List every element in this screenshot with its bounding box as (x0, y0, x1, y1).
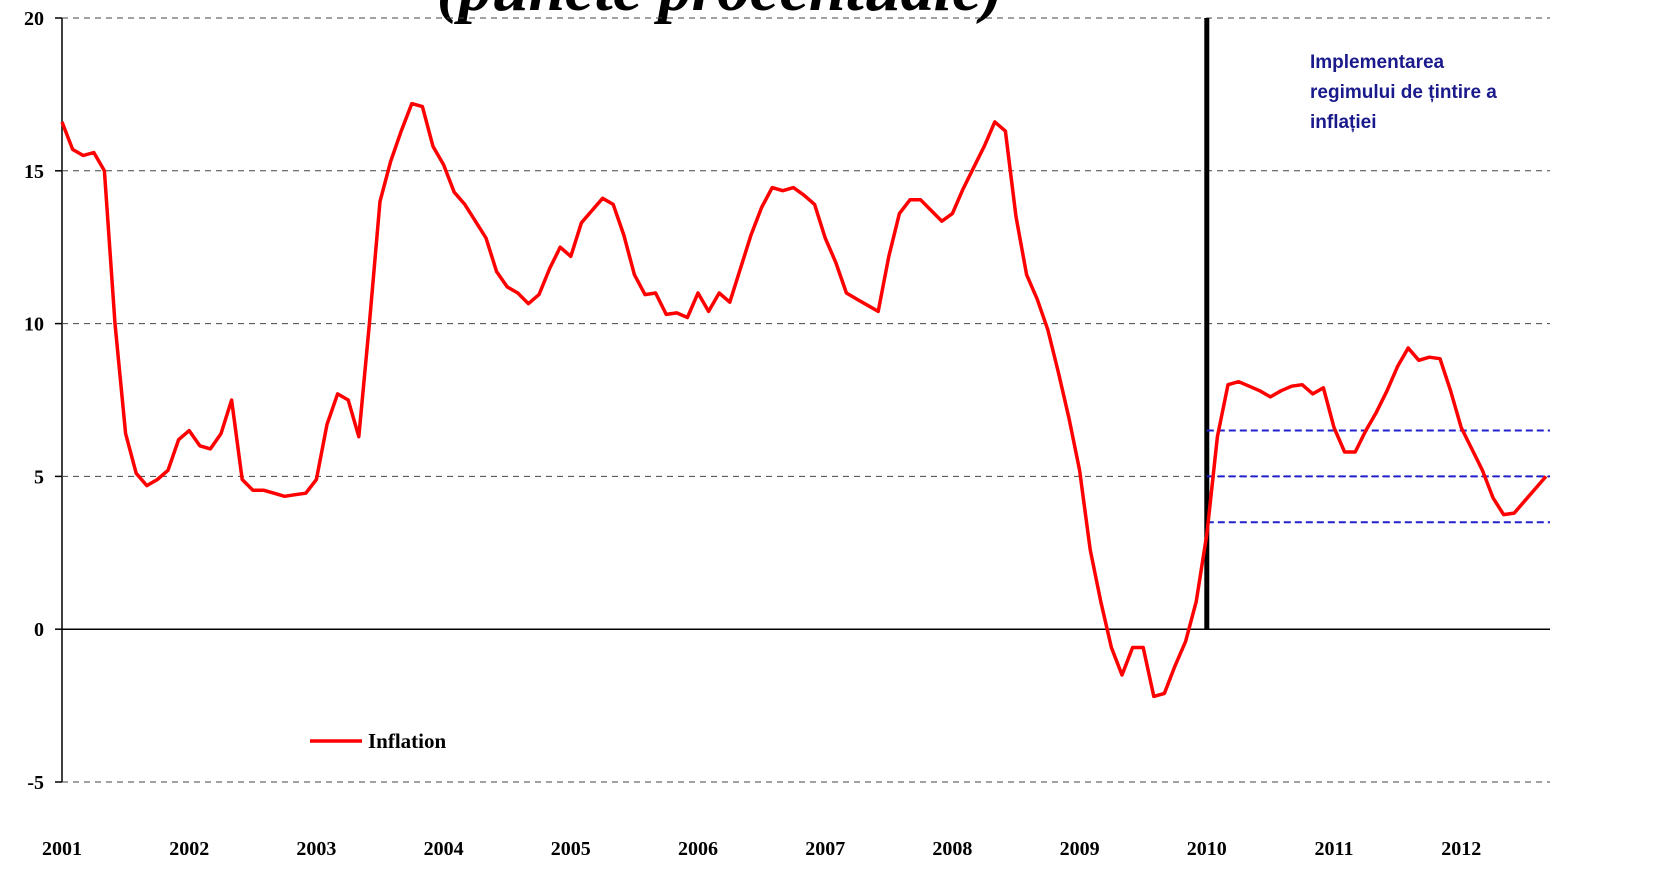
annotation: regimului de țintire a (1310, 82, 1497, 103)
y-tick-label: 20 (24, 8, 44, 30)
y-tick-label: -5 (27, 772, 44, 794)
x-tick-label: 2006 (678, 838, 718, 860)
x-tick-label: 2010 (1187, 838, 1227, 860)
series-line (60, 101, 1548, 699)
legend-label: Inflation (368, 729, 447, 753)
y-tick-label: 5 (34, 466, 44, 488)
chart-title: (puncte procentuale) (437, 0, 1003, 25)
y-tick-label: 10 (24, 314, 44, 336)
x-tick-label: 2009 (1060, 838, 1100, 860)
x-tick-label: 2002 (169, 838, 209, 860)
x-tick-label: 2008 (932, 838, 972, 860)
x-tick-label: 2001 (42, 838, 82, 860)
x-tick-label: 2003 (296, 838, 336, 860)
x-tick-label: 2005 (551, 838, 591, 860)
x-tick-label: 2007 (805, 838, 845, 860)
x-tick-label: 2011 (1315, 838, 1354, 860)
y-tick-label: 0 (34, 619, 44, 641)
annotation: inflației (1310, 112, 1377, 133)
annotation: Implementarea (1310, 52, 1445, 73)
x-tick-label: 2004 (424, 838, 464, 860)
x-tick-label: 2012 (1441, 838, 1481, 860)
y-tick-label: 15 (24, 161, 44, 183)
